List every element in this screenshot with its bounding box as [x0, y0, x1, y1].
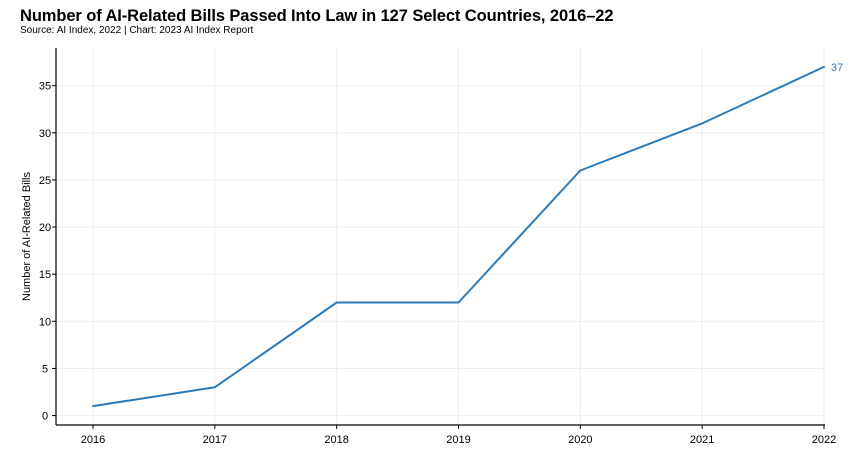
- data-point: [335, 301, 338, 304]
- x-tick-label: 2018: [324, 434, 348, 446]
- data-point: [579, 169, 582, 172]
- y-tick-label: 20: [39, 222, 51, 234]
- x-tick-label: 2022: [812, 434, 836, 446]
- y-tick-label: 0: [42, 411, 48, 423]
- y-tick-label: 10: [39, 316, 51, 328]
- end-value-label: 37: [831, 62, 843, 74]
- data-point: [457, 301, 460, 304]
- y-axis-title: Number of AI-Related Bills: [21, 172, 33, 301]
- y-tick-label: 15: [39, 269, 51, 281]
- y-tick-label: 25: [39, 175, 51, 187]
- x-tick-label: 2019: [446, 434, 470, 446]
- data-point: [92, 405, 94, 408]
- x-tick-label: 2016: [81, 434, 105, 446]
- x-tick-label: 2021: [690, 434, 714, 446]
- y-tick-label: 5: [42, 363, 48, 375]
- data-point: [701, 122, 704, 125]
- y-tick-label: 35: [39, 81, 51, 93]
- x-tick-label: 2020: [568, 434, 592, 446]
- x-tick-label: 2017: [203, 434, 227, 446]
- chart-subtitle: Source: AI Index, 2022 | Chart: 2023 AI …: [20, 25, 254, 36]
- data-point: [823, 65, 825, 68]
- chart-title: Number of AI-Related Bills Passed Into L…: [20, 7, 614, 25]
- y-tick-label: 30: [39, 128, 51, 140]
- data-point: [213, 386, 216, 389]
